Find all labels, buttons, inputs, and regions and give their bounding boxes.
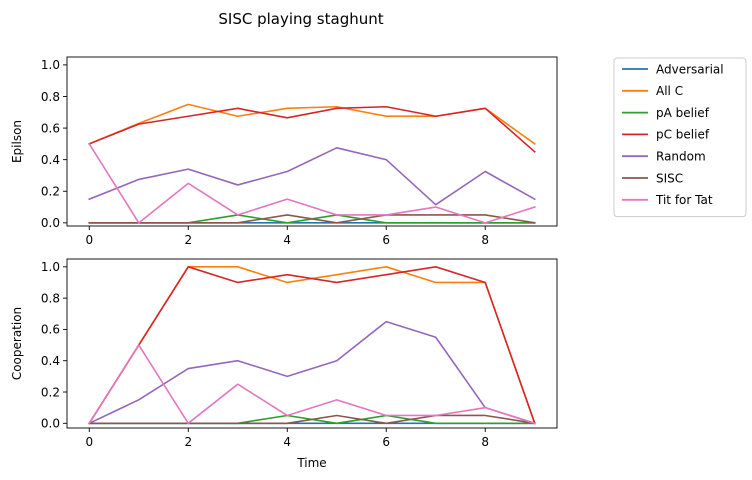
series-line-random: [88, 147, 536, 206]
x-tick-label: 8: [481, 233, 489, 247]
y-tick-label: 0.2: [41, 385, 60, 399]
series-group: [88, 103, 536, 224]
y-tick-label: 1.0: [41, 58, 60, 72]
x-tick-label: 0: [85, 435, 93, 449]
x-tick-label: 4: [283, 233, 291, 247]
series-line-pc-belief: [88, 266, 536, 425]
subplot-2: 0 2 4 6 8 0.0 0.2 0.4 0.6 0.8 1.0 Cooperation Time: [10, 258, 558, 470]
legend-label-pa-belief: pA belief: [656, 106, 710, 120]
y-tick-label: 0.6: [41, 323, 60, 337]
y-axis-label: Cooperation: [10, 307, 24, 380]
y-axis-label: Epilson: [10, 120, 24, 163]
x-tick-label: 2: [184, 233, 192, 247]
series-line-pc-belief: [88, 105, 536, 153]
x-tick-label: 6: [382, 435, 390, 449]
chart-title: SISC playing staghunt: [218, 10, 383, 28]
x-tick-label: 6: [382, 233, 390, 247]
series-line-all-c: [88, 266, 536, 425]
series-group: [88, 266, 536, 425]
legend-label-adversarial: Adversarial: [656, 62, 724, 76]
y-tick-label: 0.0: [41, 216, 60, 230]
legend-label-pc-belief: pC belief: [656, 128, 710, 142]
y-tick-label: 0.8: [41, 90, 60, 104]
series-line-sisc: [88, 214, 536, 224]
series-line-tit-for-tat: [88, 142, 536, 224]
y-tick-label: 0.0: [41, 417, 60, 431]
legend-label-random: Random: [656, 150, 706, 164]
legend: Adversarial All C pA belief pC belief Random…: [613, 57, 747, 218]
y-tick-label: 0.6: [41, 121, 60, 135]
series-line-sisc: [88, 414, 536, 425]
x-tick-label: 8: [481, 435, 489, 449]
x-tick-label: 2: [184, 435, 192, 449]
y-tick-label: 0.4: [41, 354, 60, 368]
legend-label-sisc: SISC: [656, 171, 683, 185]
legend-label-tit-for-tat: Tit for Tat: [655, 193, 713, 207]
subplot-1: 0 2 4 6 8 0.0 0.2 0.4 0.6 0.8 1.0 Epilson: [10, 56, 558, 247]
series-line-tit-for-tat: [88, 344, 536, 425]
x-tick-label: 0: [85, 233, 93, 247]
legend-label-all-c: All C: [656, 84, 683, 98]
x-tick-label: 4: [283, 435, 291, 449]
y-tick-label: 0.8: [41, 291, 60, 305]
y-tick-label: 1.0: [41, 260, 60, 274]
x-axis-label: Time: [296, 456, 326, 470]
legend-frame: [613, 57, 747, 218]
axes-frame: [66, 258, 558, 429]
axes-frame: [66, 56, 558, 227]
y-tick-label: 0.4: [41, 153, 60, 167]
y-tick-label: 0.2: [41, 185, 60, 199]
